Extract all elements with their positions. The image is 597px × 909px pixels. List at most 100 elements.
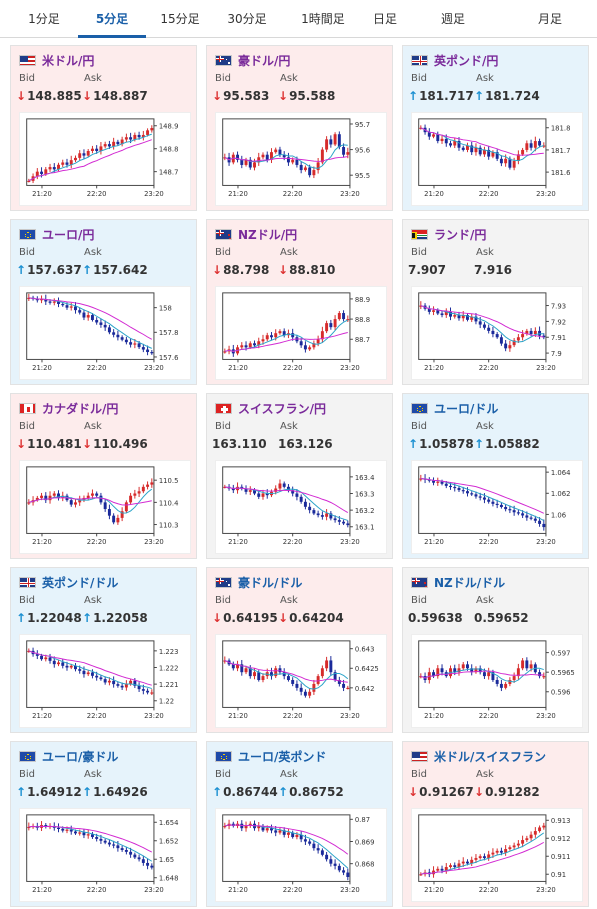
tab-8[interactable]: 月足 [537, 12, 562, 26]
rate-card[interactable]: 豪ドル/円 Bid Ask ↓95.583 ↓95.588 95.7 95.6 95… [206, 45, 393, 211]
candlestick-chart[interactable]: 0.597 0.5965 0.596 21:20 22:20 23:20 [411, 634, 583, 728]
trend-arrow-icon: ↓ [16, 437, 27, 451]
x-tick-label: 23:20 [144, 712, 164, 720]
candlestick-chart[interactable]: 163.4 163.3 163.2 163.1 21:20 22:20 23:20 [215, 460, 387, 554]
rate-card[interactable]: ランド/円 Bid Ask 7.907 7.916 7.93 7.92 7.91 7.… [402, 219, 589, 385]
bid-label: Bid [411, 73, 427, 84]
rate-card[interactable]: ユーロ/ドル Bid Ask ↑1.05878 ↑1.05882 1.064 1.… [402, 393, 589, 559]
chart-svg: 181.8 181.7 181.6 21:20 22:20 23:20 [418, 118, 570, 198]
candle-body [286, 157, 290, 163]
tab-4[interactable]: 30分足 [227, 12, 267, 26]
candle-body [86, 315, 90, 318]
candlestick-chart[interactable]: 181.8 181.7 181.6 21:20 22:20 23:20 [411, 112, 583, 206]
x-tick-label: 23:20 [536, 886, 556, 894]
x-tick-label: 23:20 [340, 886, 360, 894]
candle-body [427, 479, 431, 481]
candlestick-chart[interactable]: 88.9 88.8 88.7 21:20 22:20 23:20 [215, 286, 387, 380]
rate-card[interactable]: 英ポンド/円 Bid Ask ↑181.717 ↑181.724 181.8 18… [402, 45, 589, 211]
y-tick-label: 95.5 [355, 172, 370, 180]
currency-pair-link[interactable]: ランド/円 [434, 227, 487, 242]
candle-body [137, 491, 141, 494]
candle-body [491, 852, 495, 855]
currency-pair-link[interactable]: ユーロ/円 [42, 227, 95, 242]
candle-body [419, 127, 423, 129]
rate-card[interactable]: 英ポンド/ドル Bid Ask ↑1.22048 ↑1.22058 1.223 1… [10, 567, 197, 733]
rate-card[interactable]: カナダドル/円 Bid Ask ↓110.481 ↓110.496 110.5 1… [10, 393, 197, 559]
candle-body [337, 520, 341, 522]
ask-value: ↓88.810 [278, 263, 335, 277]
rate-card[interactable]: 豪ドル/ドル Bid Ask ↓0.64195 ↓0.64204 0.643 0.… [206, 567, 393, 733]
candlestick-chart[interactable]: 0.913 0.912 0.911 0.91 21:20 22:20 23:20 [411, 808, 583, 902]
rate-card[interactable]: NZドル/ドル Bid Ask 0.59638 0.59652 0.597 0.5… [402, 567, 589, 733]
candle-body [432, 480, 436, 483]
candlestick-chart[interactable]: 0.87 0.869 0.868 21:20 22:20 23:20 [215, 808, 387, 902]
x-tick-label: 21:20 [228, 364, 248, 372]
x-tick-label: 21:20 [32, 712, 52, 720]
candle-body [253, 672, 256, 677]
rate-card[interactable]: 米ドル/円 Bid Ask ↓148.885 ↓148.887 148.9 148… [10, 45, 197, 211]
candle-body [124, 137, 128, 140]
currency-pair-link[interactable]: スイスフラン/円 [238, 401, 327, 416]
rate-card[interactable]: ユーロ/円 Bid Ask ↑157.637 ↑157.642 158 157.8… [10, 219, 197, 385]
candle-body [107, 509, 111, 516]
currency-pair-link[interactable]: NZドル/円 [238, 227, 298, 242]
candle-body [466, 861, 469, 864]
tab-7[interactable]: 週足 [440, 12, 465, 26]
candle-body [542, 335, 546, 338]
currency-pair-link[interactable]: ユーロ/英ポンド [238, 749, 327, 764]
candle-body [461, 315, 465, 319]
y-tick-label: 7.92 [551, 318, 566, 326]
candle-body [116, 684, 120, 686]
currency-pair-link[interactable]: 米ドル/スイスフラン [434, 749, 547, 764]
candlestick-chart[interactable]: 0.643 0.6425 0.642 21:20 22:20 23:20 [215, 634, 387, 728]
candlestick-chart[interactable]: 1.223 1.222 1.221 1.22 21:20 22:20 23:20 [19, 634, 191, 728]
trend-arrow-icon: ↑ [16, 785, 27, 799]
rate-card[interactable]: スイスフラン/円 Bid Ask 163.110 163.126 163.4 16… [206, 393, 393, 559]
candlestick-chart[interactable]: 1.064 1.062 1.06 21:20 22:20 23:20 [411, 460, 583, 554]
candle-body [133, 343, 137, 345]
bid-number: 0.59638 [408, 611, 463, 625]
candle-body [495, 850, 499, 853]
rate-card[interactable]: ユーロ/英ポンド Bid Ask ↑0.86744 ↑0.86752 0.87 0… [206, 741, 393, 907]
rate-card[interactable]: ユーロ/豪ドル Bid Ask ↑1.64912 ↑1.64926 1.654 1… [10, 741, 197, 907]
candlestick-chart[interactable]: 110.5 110.4 110.3 21:20 22:20 23:20 [19, 460, 191, 554]
y-tick-label: 0.596 [551, 689, 571, 697]
candlestick-chart[interactable]: 148.9 148.8 148.7 21:20 22:20 23:20 [19, 112, 191, 206]
currency-pair-link[interactable]: ユーロ/ドル [434, 401, 499, 416]
moving-average-long [28, 139, 152, 182]
tab-1[interactable]: 1分足 [28, 12, 60, 26]
candle-body [261, 339, 265, 342]
candle-body [129, 137, 133, 140]
y-tick-label: 1.064 [551, 469, 571, 477]
tab-5[interactable]: 1時間足 [301, 12, 345, 26]
currency-pair-link[interactable]: 豪ドル/ドル [238, 575, 303, 590]
tab-3[interactable]: 15分足 [160, 12, 200, 26]
currency-pair-link[interactable]: 豪ドル/円 [238, 53, 291, 68]
candle-body [466, 145, 469, 150]
candle-body [86, 834, 90, 836]
rate-card[interactable]: 米ドル/スイスフラン Bid Ask ↓0.91267 ↓0.91282 0.9… [402, 741, 589, 907]
candle-body [474, 668, 478, 673]
tab-6[interactable]: 日足 [372, 12, 397, 26]
candle-body [103, 502, 107, 510]
currency-pair-link[interactable]: 英ポンド/円 [434, 53, 499, 68]
tab-2[interactable]: 5分足 [78, 0, 146, 38]
currency-pair-link[interactable]: ユーロ/豪ドル [42, 749, 119, 764]
candle-body [133, 493, 137, 496]
x-tick-label: 22:20 [283, 364, 303, 372]
candlestick-chart[interactable]: 1.654 1.652 1.65 1.648 21:20 22:20 23:20 [19, 808, 191, 902]
rate-card-header: 米ドル/スイスフラン [411, 747, 546, 765]
x-tick-label: 22:20 [283, 190, 303, 198]
currency-pair-link[interactable]: カナダドル/円 [42, 401, 119, 416]
candle-body [337, 680, 341, 684]
currency-pair-link[interactable]: NZドル/ドル [434, 575, 506, 590]
candle-body [478, 496, 482, 498]
candlestick-chart[interactable]: 7.93 7.92 7.91 7.9 21:20 22:20 23:20 [411, 286, 583, 380]
currency-pair-link[interactable]: 米ドル/円 [42, 53, 95, 68]
trend-arrow-icon: ↓ [278, 263, 289, 277]
candlestick-chart[interactable]: 95.7 95.6 95.5 21:20 22:20 23:20 [215, 112, 387, 206]
currency-pair-link[interactable]: 英ポンド/ドル [42, 575, 119, 590]
rate-card[interactable]: NZドル/円 Bid Ask ↓88.798 ↓88.810 88.9 88.8 8… [206, 219, 393, 385]
candlestick-chart[interactable]: 158 157.8 157.6 21:20 22:20 23:20 [19, 286, 191, 380]
candle-body [69, 500, 73, 505]
